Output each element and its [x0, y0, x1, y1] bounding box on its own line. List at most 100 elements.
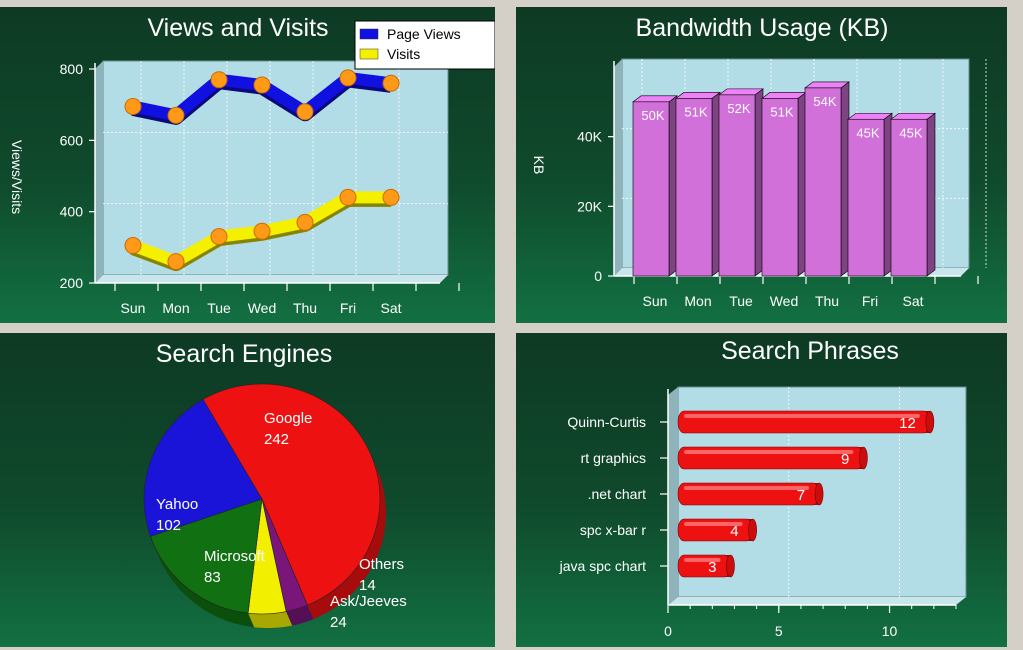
bar-value-label: 54K: [813, 94, 836, 109]
bar-value-label: 12: [899, 415, 916, 432]
bar-cap: [748, 518, 757, 542]
bar-highlight: [684, 522, 743, 526]
bar-highlight: [684, 558, 721, 562]
pie-slice-side: [248, 611, 293, 628]
bar-cap: [925, 410, 935, 434]
chart-title: Views and Visits: [147, 14, 328, 42]
bar-top: [675, 92, 721, 99]
search-phrases-panel: 0 5 10 Quinn-Curtis 12 rt graphics 9 .net chart…: [516, 333, 1007, 647]
slice-value: 24: [330, 614, 347, 631]
y-tick-label: rt graphics: [581, 450, 646, 466]
views-visits-chart: 200 400 600 800 Sun Mon Tue Wed Thu Fri Sat Views/V…: [9, 14, 495, 316]
bar-front: [804, 87, 842, 277]
data-point: [124, 97, 142, 115]
bar-value-label: 45K: [899, 125, 922, 140]
bar: [718, 88, 764, 277]
pie-slice-side: [150, 536, 255, 628]
x-tick-label: Mon: [684, 293, 711, 309]
pie-slice-microsoft: [150, 498, 263, 614]
bar: [761, 91, 807, 277]
legend: Page Views Visits: [354, 20, 495, 70]
legend-swatch: [359, 48, 379, 60]
slice-label: Ask/Jeeves: [330, 593, 407, 610]
bar: [804, 81, 850, 277]
bar-front: [632, 101, 670, 277]
bar-value-label: 50K: [641, 108, 664, 123]
views-visits-panel: 200 400 600 800 Sun Mon Tue Wed Thu Fri Sat Views/V…: [0, 7, 495, 323]
plot-side-wall: [95, 61, 103, 283]
bar-side: [926, 112, 936, 277]
data-point: [124, 237, 142, 255]
bar-cap: [726, 554, 735, 578]
bar: [677, 518, 757, 542]
bandwidth-chart: 0 20K 40K Sun Mon Tue Wed Thu Fri Sat KB 50K 51K 52K 5…: [531, 14, 987, 309]
bar: [677, 482, 824, 506]
bar: [632, 95, 678, 277]
bar: [677, 446, 868, 470]
data-point: [296, 103, 314, 121]
y-tick-label: 600: [60, 132, 84, 148]
y-tick-label: java spc chart: [559, 558, 646, 574]
plot-floor: [95, 275, 448, 283]
x-tick-label: Wed: [248, 300, 277, 316]
x-tick-label: Fri: [340, 300, 356, 316]
bar-front: [890, 118, 928, 277]
x-tick-label: Sun: [643, 293, 668, 309]
x-tick-label: 0: [664, 623, 672, 639]
data-point: [253, 222, 271, 240]
data-point: [339, 188, 357, 206]
legend-box: [354, 20, 495, 70]
slice-value: 14: [359, 577, 376, 594]
bar-top: [761, 92, 807, 99]
y-tick-label: spc x-bar r: [580, 522, 646, 538]
search-engines-panel: Google 242 Others 14 Ask/Jeeves 24 Microsoft 83…: [0, 333, 495, 647]
plot-floor: [668, 597, 966, 605]
data-point: [210, 71, 228, 89]
pie-slice-side: [305, 392, 386, 620]
pie-slice-yahoo: [143, 399, 263, 537]
bar: [890, 112, 936, 277]
legend-label: Page Views: [387, 26, 461, 42]
data-point: [167, 253, 185, 271]
plot-side-wall: [614, 59, 622, 276]
x-tick-label: Wed: [770, 293, 799, 309]
y-tick-label: .net chart: [588, 486, 646, 502]
chart-title: Bandwidth Usage (KB): [636, 14, 889, 42]
data-point: [296, 213, 314, 231]
x-tick-label: 10: [882, 623, 898, 639]
legend-swatch: [359, 28, 379, 40]
x-tick-label: Sun: [121, 300, 146, 316]
slice-label: Yahoo: [156, 496, 198, 513]
x-tick-label: Mon: [162, 300, 189, 316]
bar: [847, 112, 893, 277]
data-point: [339, 69, 357, 87]
bandwidth-panel: 0 20K 40K Sun Mon Tue Wed Thu Fri Sat KB 50K 51K 52K 5…: [516, 7, 1007, 323]
bar-front: [675, 98, 713, 277]
y-axis-title: KB: [531, 156, 547, 175]
bar-top: [804, 81, 850, 89]
y-axis-title: Views/Visits: [9, 140, 25, 214]
x-tick-label: Tue: [207, 300, 231, 316]
bar-value-label: 52K: [727, 101, 750, 116]
y-tick-label: 400: [60, 204, 84, 220]
bar-highlight: [684, 486, 810, 490]
x-tick-label: Thu: [293, 300, 317, 316]
slice-value: 102: [156, 517, 181, 534]
x-tick-label: Tue: [729, 293, 753, 309]
slice-label: Others: [359, 556, 404, 573]
x-tick-label: Thu: [815, 293, 839, 309]
bar-highlight: [684, 414, 920, 418]
y-tick-label: 0: [594, 268, 602, 284]
bar-top: [632, 95, 678, 103]
legend-label: Visits: [387, 46, 420, 62]
bar-top: [718, 88, 764, 96]
x-tick-label: 5: [775, 623, 783, 639]
bar: [677, 554, 735, 578]
bar-value-label: 7: [797, 487, 805, 504]
y-tick-label: 40K: [577, 129, 603, 145]
y-tick-label: Quinn-Curtis: [567, 414, 646, 430]
data-point: [382, 74, 400, 92]
bar-highlight: [684, 450, 854, 454]
bar-value-label: 51K: [770, 104, 793, 119]
